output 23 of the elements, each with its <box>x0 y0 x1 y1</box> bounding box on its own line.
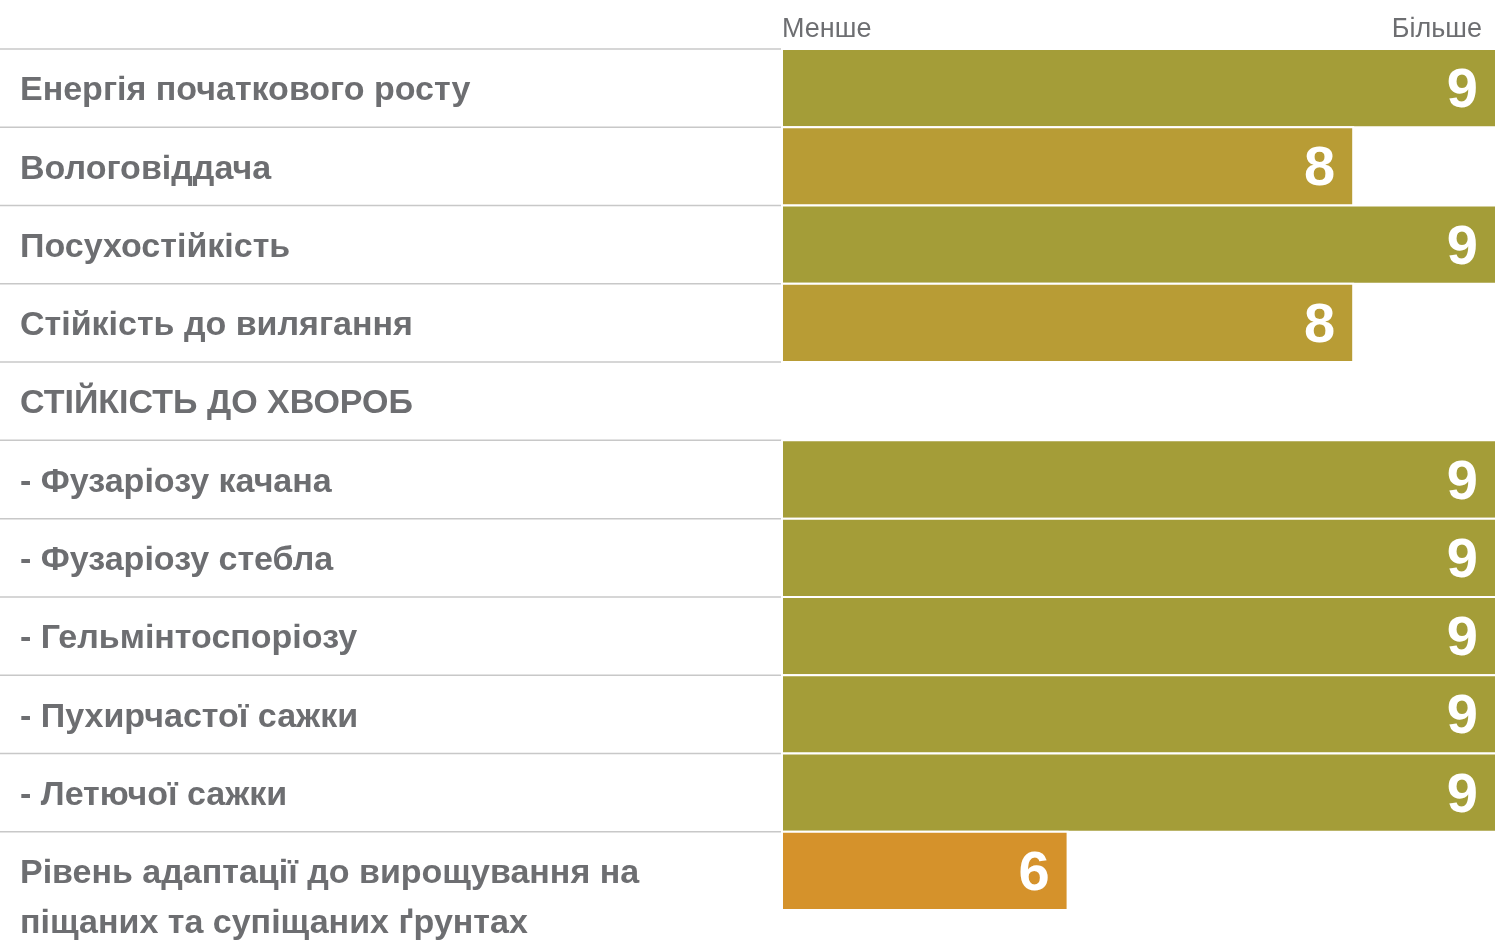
y-tick-label: - Гельмінтоспоріозу <box>20 617 358 656</box>
data-label: 9 <box>1446 760 1478 824</box>
text: Більше <box>1391 13 1482 43</box>
data-label: 9 <box>1446 56 1478 120</box>
y-tick-label: Посухостійкість <box>20 225 291 264</box>
data-label: 9 <box>1446 604 1478 668</box>
y-tick-label: Рівень адаптації до вирощування на піщаних та супіщаних ґрунтах <box>20 852 641 941</box>
data-label: 8 <box>1304 134 1336 198</box>
data-label: 6 <box>1018 838 1050 902</box>
y-tick-label: - Пухирчастої сажки <box>20 695 359 734</box>
y-tick-label: Вологовіддача <box>20 147 273 186</box>
y-tick-label: - Фузаріозу качана <box>20 460 333 499</box>
data-label: 9 <box>1446 682 1478 746</box>
text: Менше <box>782 13 872 43</box>
y-tick-label: - Летючої сажки <box>20 773 288 812</box>
data-label: 8 <box>1304 290 1336 354</box>
data-label: 9 <box>1446 447 1478 511</box>
y-tick-label: - Фузаріозу стебла <box>20 539 335 578</box>
data-label: 9 <box>1446 212 1478 276</box>
y-tick-label: СТІЙКІСТЬ ДО ХВОРОБ <box>20 382 413 421</box>
y-tick-label: Енергія початкового росту <box>20 69 471 108</box>
data-label: 9 <box>1446 525 1478 589</box>
y-tick-label: Стійкість до вилягання <box>20 304 413 343</box>
